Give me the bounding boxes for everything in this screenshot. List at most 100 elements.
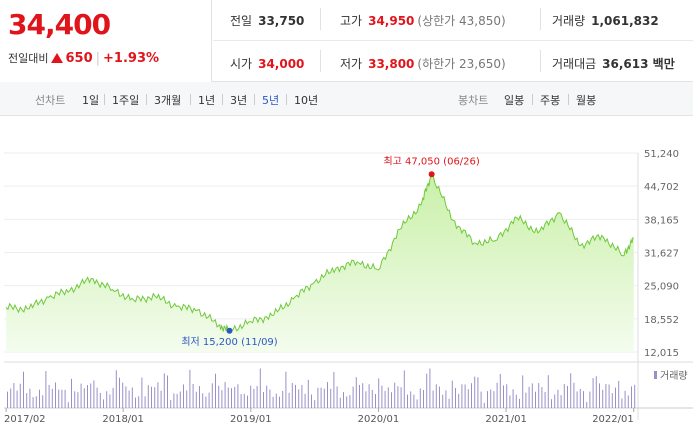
tab-monthly[interactable]: 월봉 <box>576 94 597 107</box>
volume-bar <box>304 393 306 408</box>
volume-bar <box>631 386 632 408</box>
volume-bar <box>128 390 130 408</box>
volume-bar <box>272 396 274 408</box>
max-annotation: 최고 47,050 (06/26) <box>383 155 479 167</box>
volume-bar <box>576 391 578 408</box>
volume-bar <box>467 389 469 408</box>
max-marker <box>428 171 435 178</box>
volume-bar <box>147 385 149 408</box>
tab-3y[interactable]: 3년 <box>230 94 248 107</box>
volume-bar <box>106 391 108 408</box>
x-tick-label: 2017/02 <box>4 414 46 425</box>
x-tick-label: 2018/01 <box>102 414 144 425</box>
volume-bar <box>448 398 450 408</box>
tab-3m[interactable]: 3개월 <box>154 94 182 107</box>
volume-bar <box>362 383 364 408</box>
volume-bar <box>602 389 604 408</box>
tab-1w[interactable]: 1주일 <box>112 94 140 107</box>
volume-bar <box>301 385 303 408</box>
volume-bar <box>282 391 284 408</box>
volume-bar <box>269 389 271 408</box>
tab-5y[interactable]: 5년 <box>262 94 280 107</box>
volume-bar <box>275 393 277 408</box>
volume-bar <box>595 376 597 408</box>
volume-bar <box>103 399 104 408</box>
volume-bar <box>371 389 373 408</box>
volume-bar <box>496 382 498 408</box>
tab-10y[interactable]: 10년 <box>294 94 319 107</box>
y-tick-label: 18,552 <box>644 315 679 326</box>
tab-daily[interactable]: 일봉 <box>504 94 525 107</box>
stat-low: 저가 33,800 (하한가 23,650) <box>340 55 506 72</box>
current-price: 34,400 <box>8 8 111 41</box>
volume-bar <box>439 386 440 408</box>
volume-bar <box>349 395 351 408</box>
volume-bar <box>544 391 546 408</box>
volume-bar <box>611 393 613 408</box>
stat-label: 시가 <box>230 57 253 71</box>
volume-bar <box>400 387 402 408</box>
stat-label: 저가 <box>340 57 363 71</box>
volume-bar <box>131 387 133 408</box>
y-tick-label: 38,165 <box>644 215 679 226</box>
volume-bar <box>483 402 485 408</box>
min-marker <box>226 327 233 334</box>
volume-bar <box>279 396 280 408</box>
volume-bar <box>391 392 392 408</box>
volume-bar <box>71 378 72 408</box>
divider <box>320 8 321 30</box>
stat-extra: (하한가 23,650) <box>417 57 506 71</box>
volume-bar <box>64 389 66 408</box>
volume-bar <box>506 384 508 408</box>
volume-bar <box>42 395 44 408</box>
volume-bar <box>218 385 220 408</box>
volume-bar <box>352 386 354 408</box>
line-chart-label[interactable]: 선차트 <box>35 94 66 107</box>
volume-bar <box>192 384 194 408</box>
volume-bar <box>531 383 533 408</box>
volume-bar <box>90 383 92 408</box>
volume-bar <box>471 383 472 408</box>
volume-bar <box>253 388 255 408</box>
volume-bar <box>247 395 248 408</box>
divider <box>104 94 105 105</box>
price-line <box>5 173 634 334</box>
divider <box>286 94 287 105</box>
tab-1d[interactable]: 1일 <box>82 94 100 107</box>
divider <box>540 50 541 72</box>
volume-bar <box>634 384 636 408</box>
volume-bar <box>624 390 626 408</box>
tab-1y[interactable]: 1년 <box>198 94 216 107</box>
volume-bar <box>461 384 463 408</box>
volume-bar <box>205 396 207 408</box>
volume-bar <box>394 382 396 408</box>
divider <box>190 94 191 105</box>
volume-bar <box>480 391 482 408</box>
volume-bar <box>432 390 434 408</box>
stat-value: 36,613 백만 <box>602 57 675 71</box>
volume-bar <box>599 383 600 408</box>
volume-bar <box>426 373 428 408</box>
stat-label: 거래대금 <box>552 57 597 71</box>
volume-bar <box>525 392 527 408</box>
stat-value: 33,750 <box>258 14 305 28</box>
tab-weekly[interactable]: 주봉 <box>540 94 561 107</box>
volume-bar <box>464 384 466 408</box>
volume-bar <box>403 370 405 408</box>
candle-chart-label[interactable]: 봉차트 <box>458 94 489 107</box>
volume-bar <box>333 372 335 408</box>
volume-bar <box>259 368 261 408</box>
volume-bar <box>560 395 562 408</box>
volume-bar <box>317 387 319 408</box>
volume-bar <box>202 393 204 408</box>
divider <box>146 94 147 105</box>
volume-bar <box>227 387 229 408</box>
up-triangle-icon <box>51 53 64 63</box>
volume-bar <box>355 377 357 408</box>
volume-bar <box>32 397 34 408</box>
volume-bar <box>157 382 159 408</box>
volume-bar <box>285 371 287 408</box>
volume-bar <box>554 394 556 408</box>
volume-bar <box>186 390 188 408</box>
volume-bar <box>144 396 146 408</box>
